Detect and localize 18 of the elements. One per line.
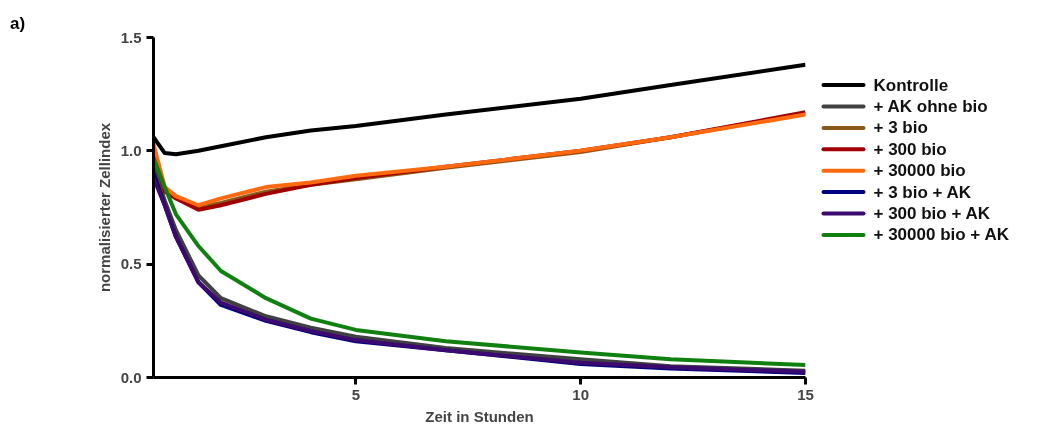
y-tick-label: 1.5 <box>120 28 142 46</box>
legend-label: + 3 bio <box>873 118 928 138</box>
y-axis-title: normalisierter Zellindex <box>95 122 113 293</box>
chart-title: a) <box>10 13 26 35</box>
legend-label: + 3 bio + AK <box>873 182 972 202</box>
x-axis-title: Zeit in Stunden <box>425 407 534 425</box>
legend-label: Kontrolle <box>873 75 949 95</box>
legend-label: + 300 bio + AK <box>873 204 991 224</box>
x-tick-label: 5 <box>351 385 361 403</box>
legend-label: + 30000 bio + AK <box>873 225 1010 245</box>
legend-label: + 30000 bio <box>873 161 966 181</box>
legend-label: + 300 bio <box>873 139 947 159</box>
x-tick-label: 15 <box>797 385 814 403</box>
legend-label: + AK ohne bio <box>873 96 988 116</box>
y-tick-label: 1.0 <box>120 141 142 159</box>
y-tick-label: 0.0 <box>120 368 142 386</box>
x-tick-label: 10 <box>572 385 590 403</box>
y-tick-label: 0.5 <box>120 255 142 273</box>
